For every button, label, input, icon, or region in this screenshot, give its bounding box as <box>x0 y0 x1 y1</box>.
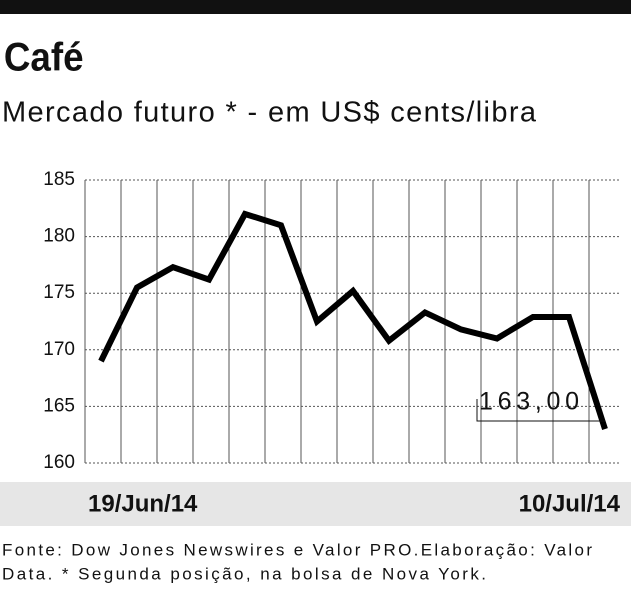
value-label: 163,00 <box>479 388 579 416</box>
y-tick-label: 160 <box>43 452 75 473</box>
chart-title: Café <box>4 35 84 80</box>
footer: Data. * Segunda posição, na bolsa de Nov… <box>2 564 486 583</box>
x-tick-label: 10/Jul/14 <box>519 490 621 517</box>
y-tick-label: 180 <box>43 226 75 247</box>
y-tick-label: 175 <box>43 282 75 303</box>
x-tick-label: 19/Jun/14 <box>88 490 198 517</box>
label-box <box>476 399 605 422</box>
y-tick-label: 170 <box>43 339 75 360</box>
y-tick-label: 165 <box>43 395 75 416</box>
top-bar <box>0 0 631 14</box>
chart-subtitle: Mercado futuro * - em US$ cents/libra <box>2 97 537 129</box>
x-band <box>0 482 631 526</box>
footer: Fonte: Dow Jones Newswires e Valor PRO.E… <box>2 540 592 559</box>
y-tick-label: 185 <box>43 169 75 190</box>
line <box>98 210 608 430</box>
